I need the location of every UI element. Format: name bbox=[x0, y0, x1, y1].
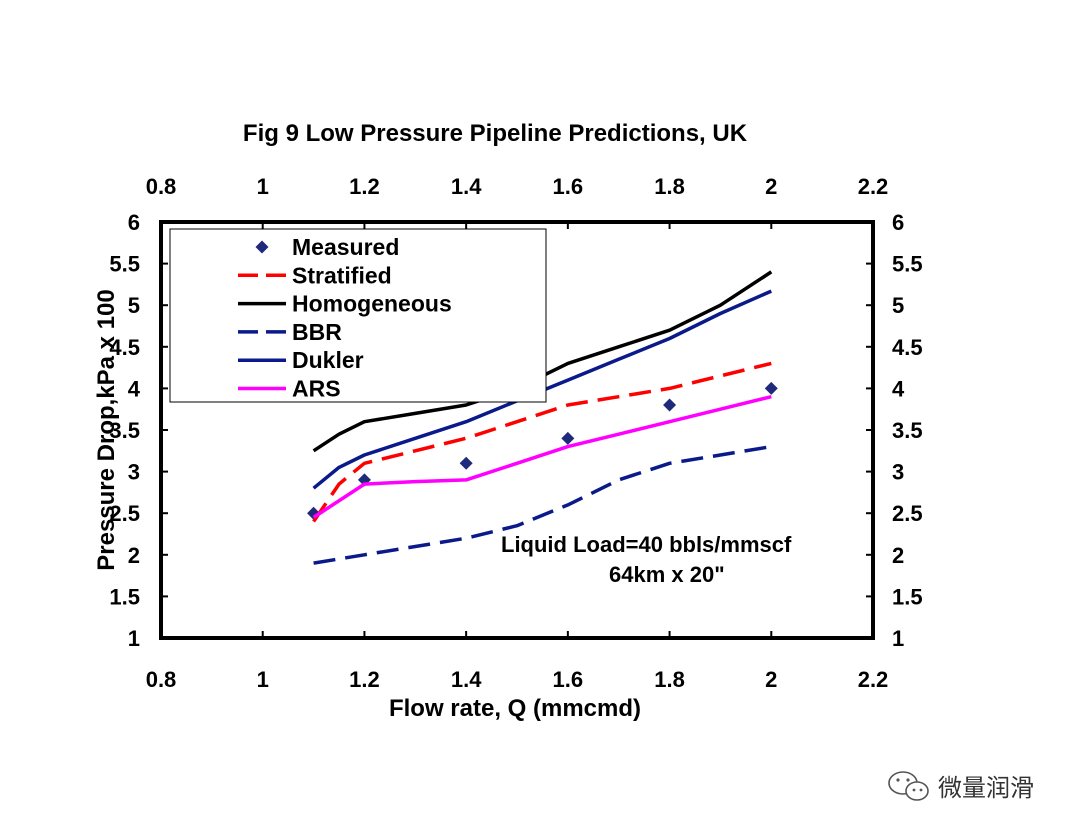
y-tick-right-8: 5 bbox=[892, 293, 904, 318]
x-axis-label: Flow rate, Q (mmcmd) bbox=[389, 695, 641, 722]
x-tick-bottom-6: 2 bbox=[765, 667, 777, 692]
y-tick-left-8: 5 bbox=[128, 293, 140, 318]
y-tick-left-9: 5.5 bbox=[109, 252, 140, 277]
y-axis-label: Pressure Drop,kPa x 100 bbox=[93, 289, 120, 571]
x-tick-bottom-7: 2.2 bbox=[858, 667, 889, 692]
series-line-bbr bbox=[313, 444, 772, 565]
y-tick-right-2: 2 bbox=[892, 543, 904, 568]
legend-label-homogeneous: Homogeneous bbox=[292, 291, 452, 317]
y-tick-left-10: 6 bbox=[128, 210, 140, 235]
legend-label-stratified: Stratified bbox=[292, 262, 392, 288]
y-tick-left-3: 2.5 bbox=[109, 501, 140, 526]
y-tick-left-4: 3 bbox=[128, 460, 140, 485]
y-tick-right-0: 1 bbox=[892, 626, 904, 651]
right-y-tick-labels: 1 1.5 2 2.5 3 3.5 4 4.5 5 5.5 6 bbox=[892, 210, 923, 651]
x-tick-bottom-4: 1.6 bbox=[553, 667, 584, 692]
y-tick-right-3: 2.5 bbox=[892, 501, 923, 526]
top-x-tick-labels: 0.8 1 1.2 1.4 1.6 1.8 2 2.2 bbox=[146, 174, 889, 199]
y-tick-right-1: 1.5 bbox=[892, 584, 923, 609]
watermark-text: 微量润滑 bbox=[938, 774, 1034, 802]
legend-marker-measured bbox=[255, 240, 269, 254]
point-measured-5 bbox=[764, 381, 778, 395]
y-tick-right-4: 3 bbox=[892, 460, 904, 485]
x-tick-top-2: 1.2 bbox=[349, 174, 380, 199]
x-tick-bottom-1: 1 bbox=[257, 667, 269, 692]
y-tick-right-9: 5.5 bbox=[892, 252, 923, 277]
point-measured-4 bbox=[663, 398, 677, 412]
annotation-line-1: Liquid Load=40 bbls/mmscf bbox=[501, 532, 792, 557]
annotation: Liquid Load=40 bbls/mmscf 64km x 20" bbox=[501, 532, 792, 587]
x-tick-bottom-3: 1.4 bbox=[451, 667, 482, 692]
watermark: 微量润滑 bbox=[888, 771, 1034, 802]
legend-label-measured: Measured bbox=[292, 234, 399, 260]
x-tick-top-7: 2.2 bbox=[858, 174, 889, 199]
y-tick-left-1: 1.5 bbox=[109, 584, 140, 609]
left-y-tick-labels: 1 1.5 2 2.5 3 3.5 4 4.5 5 5.5 6 bbox=[109, 210, 140, 651]
plot-frame bbox=[159, 220, 875, 640]
x-tick-top-4: 1.6 bbox=[553, 174, 584, 199]
y-tick-left-7: 4.5 bbox=[109, 335, 140, 360]
legend-label-bbr: BBR bbox=[292, 319, 342, 345]
x-tick-top-0: 0.8 bbox=[146, 174, 177, 199]
x-tick-top-3: 1.4 bbox=[451, 174, 482, 199]
y-tick-right-5: 3.5 bbox=[892, 418, 923, 443]
series-line-stratified bbox=[312, 361, 772, 523]
y-tick-right-10: 6 bbox=[892, 210, 904, 235]
legend-label-dukler: Dukler bbox=[292, 347, 364, 373]
y-tick-left-6: 4 bbox=[128, 376, 141, 401]
chart-title: Fig 9 Low Pressure Pipeline Predictions,… bbox=[243, 120, 748, 147]
series-line-ars bbox=[312, 395, 772, 519]
x-tick-top-6: 2 bbox=[765, 174, 777, 199]
x-tick-bottom-5: 1.8 bbox=[654, 667, 685, 692]
point-measured-3 bbox=[561, 431, 575, 445]
y-tick-left-5: 3.5 bbox=[109, 418, 140, 443]
point-measured-2 bbox=[459, 456, 473, 470]
x-tick-bottom-0: 0.8 bbox=[146, 667, 177, 692]
x-tick-bottom-2: 1.2 bbox=[349, 667, 380, 692]
x-tick-top-5: 1.8 bbox=[654, 174, 685, 199]
annotation-line-2: 64km x 20" bbox=[609, 562, 725, 587]
y-tick-left-2: 2 bbox=[128, 543, 140, 568]
legend-label-ars: ARS bbox=[292, 376, 341, 402]
y-tick-left-0: 1 bbox=[128, 626, 140, 651]
bottom-x-tick-labels: 0.8 1 1.2 1.4 1.6 1.8 2 2.2 bbox=[146, 667, 889, 692]
y-tick-right-7: 4.5 bbox=[892, 335, 923, 360]
legend-box bbox=[169, 228, 547, 403]
x-tick-top-1: 1 bbox=[257, 174, 269, 199]
series-layer bbox=[160, 221, 874, 639]
wechat-icon bbox=[888, 771, 929, 801]
y-tick-right-6: 4 bbox=[892, 376, 905, 401]
